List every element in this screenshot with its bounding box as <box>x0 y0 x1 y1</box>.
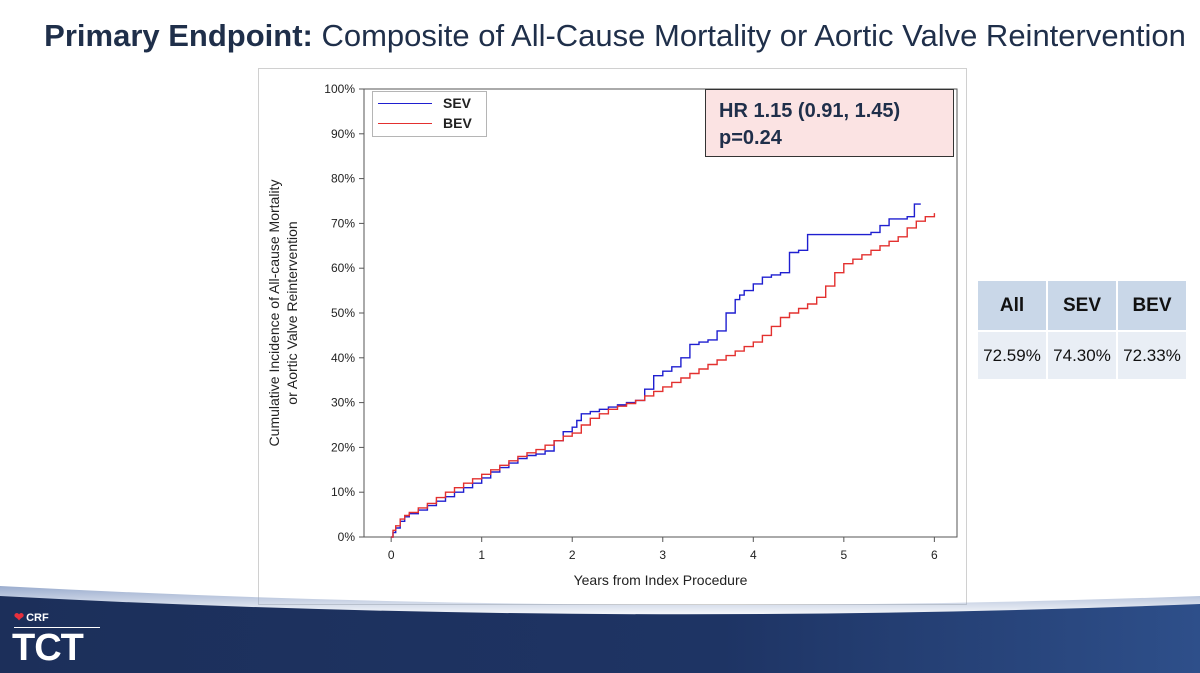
labels-layer: 0% 10% 20% 30% 40% 50% 60% 70% 80% 90% 100% 0 1 2 3 4 5 6… <box>266 82 938 588</box>
tct-logo: TCT <box>12 627 84 669</box>
y-axis-label: or Aortic Valve Reintervention <box>284 221 300 404</box>
legend-item-bev: BEV <box>378 114 482 134</box>
series-layer <box>391 203 936 538</box>
y-tick-label: 40% <box>331 351 355 365</box>
y-tick-label: 0% <box>338 530 356 544</box>
table-header-row: All SEV BEV <box>978 281 1186 330</box>
y-tick-label: 90% <box>331 127 355 141</box>
series-line-bev <box>391 213 936 538</box>
series-line-sev <box>391 203 921 538</box>
axes-layer <box>359 88 958 542</box>
y-tick-label: 60% <box>331 261 355 275</box>
km-chart: 0% 10% 20% 30% 40% 50% 60% 70% 80% 90% 100% 0 1 2 3 4 5 6… <box>266 82 958 588</box>
x-tick-label: 6 <box>931 548 938 562</box>
hazard-ratio-box: HR 1.15 (0.91, 1.45) p=0.24 <box>705 89 954 157</box>
y-tick-label: 20% <box>331 440 355 454</box>
x-tick-label: 0 <box>388 548 395 562</box>
page-title-bold: Primary Endpoint: <box>44 18 313 53</box>
crf-logo-text: CRF <box>26 612 49 624</box>
page-title-rest: Composite of All-Cause Mortality or Aort… <box>312 18 1186 53</box>
legend-label-bev: BEV <box>443 115 472 131</box>
x-tick-label: 4 <box>750 548 757 562</box>
p-value-text: p=0.24 <box>719 127 782 149</box>
heart-icon: ❤ <box>14 610 25 624</box>
table-header-sev: SEV <box>1048 281 1116 330</box>
incidence-summary-table: All SEV BEV 72.59% 74.30% 72.33% <box>976 279 1188 381</box>
logo-divider <box>14 627 100 628</box>
x-axis-label: Years from Index Procedure <box>574 572 748 588</box>
crf-logo: ❤ CRF <box>14 610 49 624</box>
y-tick-label: 10% <box>331 485 355 499</box>
y-tick-label: 30% <box>331 396 355 410</box>
table-header-all: All <box>978 281 1046 330</box>
page-title: Primary Endpoint: Composite of All-Cause… <box>0 18 1200 54</box>
y-tick-label: 70% <box>331 216 355 230</box>
legend-label-sev: SEV <box>443 95 472 111</box>
table-row: 72.59% 74.30% 72.33% <box>978 332 1186 379</box>
x-tick-label: 1 <box>478 548 485 562</box>
table-header-bev: BEV <box>1118 281 1186 330</box>
legend-swatch-bev <box>378 123 432 124</box>
y-tick-label: 100% <box>324 82 355 96</box>
y-axis-label: Cumulative Incidence of All-cause Mortal… <box>266 180 282 447</box>
x-tick-label: 3 <box>659 548 666 562</box>
legend-swatch-sev <box>378 103 432 104</box>
legend-item-sev: SEV <box>378 94 482 114</box>
chart-legend: SEV BEV <box>372 91 487 137</box>
y-tick-label: 50% <box>331 306 355 320</box>
table-cell-bev: 72.33% <box>1118 332 1186 379</box>
footer-band <box>0 586 1200 673</box>
table-cell-all: 72.59% <box>978 332 1046 379</box>
y-tick-label: 80% <box>331 172 355 186</box>
x-tick-label: 2 <box>569 548 576 562</box>
hazard-ratio-text: HR 1.15 (0.91, 1.45) <box>719 100 901 122</box>
table-cell-sev: 74.30% <box>1048 332 1116 379</box>
x-tick-label: 5 <box>840 548 847 562</box>
footer-wave <box>0 596 1200 673</box>
chart-frame: 0% 10% 20% 30% 40% 50% 60% 70% 80% 90% 100% 0 1 2 3 4 5 6… <box>258 68 967 605</box>
